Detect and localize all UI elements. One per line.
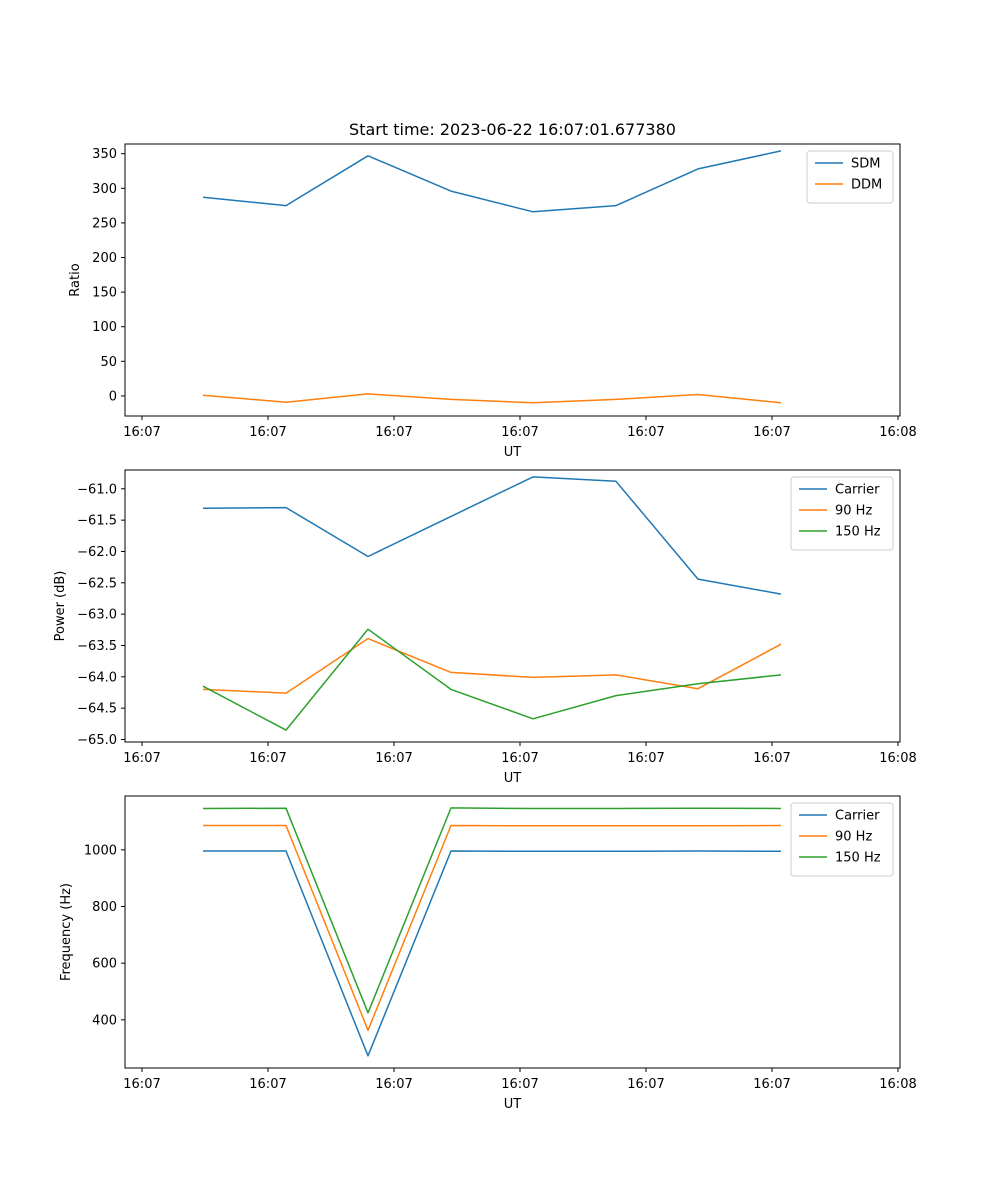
x-tick-label: 16:07 [627,751,664,766]
legend-label: 150 Hz [835,525,881,540]
y-tick-label: 150 [92,286,117,301]
chart-title: Start time: 2023-06-22 16:07:01.677380 [349,120,676,139]
y-tick-label: −64.5 [77,702,117,717]
x-axis-label: UT [504,445,522,460]
series-line-carrier [203,850,782,1057]
y-tick-label: 50 [100,355,117,370]
y-axis-label: Frequency (Hz) [59,883,74,981]
x-tick-label: 16:07 [627,425,664,440]
legend-label: 150 Hz [835,851,881,866]
x-tick-label: 16:07 [249,751,286,766]
legend-box [806,150,894,204]
y-tick-label: 250 [92,216,117,231]
legend: Carrier 90 Hz 150 Hz [790,476,894,551]
series-line-150-hz [202,628,782,731]
x-tick-label: 16:07 [501,751,538,766]
plot-frame [124,795,901,1069]
x-tick-label: 16:08 [879,751,916,766]
y-tick-label: 800 [92,900,117,915]
y-tick-label: 0 [109,389,117,404]
y-tick-label: −61.5 [77,514,117,529]
series-line-carrier [202,476,782,595]
y-axis-label: Power (dB) [53,571,68,642]
x-tick-label: 16:07 [123,425,160,440]
legend-label: Carrier [835,809,880,824]
y-tick-label: 600 [92,957,117,972]
y-tick-label: 100 [92,320,117,335]
legend: SDM DDM [806,150,894,204]
x-tick-label: 16:07 [123,1077,160,1092]
legend-label: DDM [851,178,882,193]
x-tick-label: 16:08 [879,1077,916,1092]
x-tick-label: 16:07 [627,1077,664,1092]
y-tick-label: −63.5 [77,639,117,654]
y-tick-label: 200 [92,251,117,266]
series-line-90-hz [203,824,782,1032]
y-tick-label: −64.0 [77,670,117,685]
y-axis-label: Ratio [68,263,83,296]
y-tick-label: 1000 [84,843,117,858]
series-line-ddm [202,393,782,404]
y-tick-label: 350 [92,147,117,162]
x-axis-label: UT [504,771,522,786]
x-tick-label: 16:07 [249,1077,286,1092]
legend-label: 90 Hz [835,830,872,845]
y-tick-label: 300 [92,182,117,197]
y-tick-label: 400 [92,1013,117,1028]
legend-label: Carrier [835,483,880,498]
panel-2: 16:07 16:07 16:07 16:07 16:07 16:07 16:08 −61.0… [53,469,917,786]
y-tick-label: −63.0 [77,608,117,623]
x-tick-label: 16:07 [375,425,412,440]
panel-1: 16:07 16:07 16:07 16:07 16:07 16:07 16:08 0 50 10… [68,120,917,460]
legend-label: 90 Hz [835,504,872,519]
x-tick-label: 16:07 [753,751,790,766]
plot-frame [124,469,901,743]
legend-label: SDM [851,157,880,172]
y-tick-label: −61.0 [77,482,117,497]
x-tick-label: 16:07 [501,425,538,440]
x-tick-label: 16:07 [249,425,286,440]
panel-3: 16:07 16:07 16:07 16:07 16:07 16:07 16:08 400 60… [59,795,917,1112]
x-axis-label: UT [504,1097,522,1112]
legend: Carrier 90 Hz 150 Hz [790,802,894,877]
x-tick-label: 16:07 [753,425,790,440]
x-tick-label: 16:08 [879,425,916,440]
y-tick-label: −65.0 [77,733,117,748]
x-tick-label: 16:07 [501,1077,538,1092]
x-tick-label: 16:07 [375,751,412,766]
plot-frame [124,143,901,417]
series-line-150-hz [202,807,782,1014]
x-tick-label: 16:07 [123,751,160,766]
x-tick-label: 16:07 [375,1077,412,1092]
y-tick-label: −62.5 [77,576,117,591]
y-tick-label: −62.0 [77,545,117,560]
x-tick-label: 16:07 [753,1077,790,1092]
series-line-sdm [202,150,782,213]
